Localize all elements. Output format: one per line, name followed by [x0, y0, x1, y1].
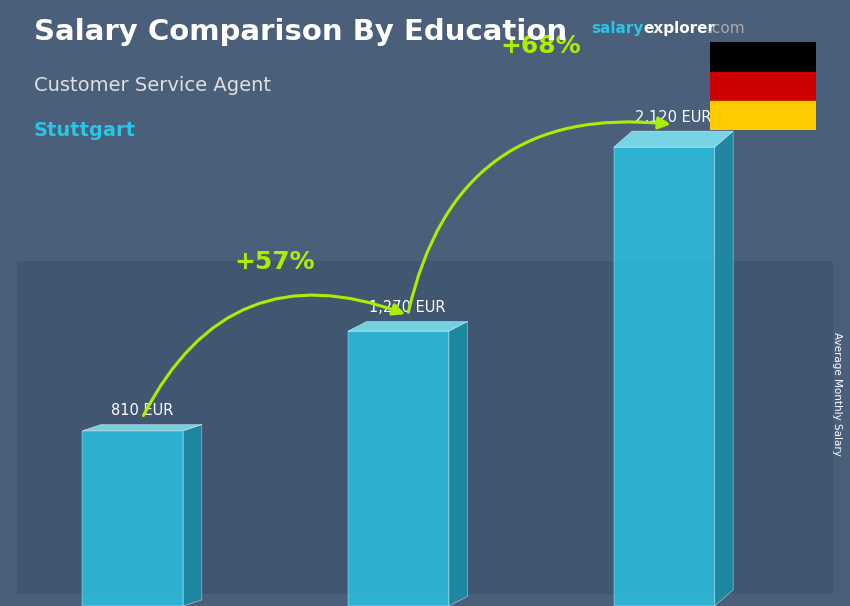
Polygon shape — [614, 147, 715, 606]
Polygon shape — [614, 131, 733, 147]
Text: 1,270 EUR: 1,270 EUR — [370, 300, 446, 315]
Polygon shape — [184, 425, 202, 606]
Polygon shape — [715, 131, 733, 606]
Polygon shape — [82, 431, 184, 606]
Text: 810 EUR: 810 EUR — [110, 403, 173, 418]
Text: +68%: +68% — [501, 34, 581, 58]
Text: Stuttgart: Stuttgart — [34, 121, 136, 140]
FancyArrowPatch shape — [144, 295, 402, 416]
Text: Average Monthly Salary: Average Monthly Salary — [832, 332, 842, 456]
Text: Salary Comparison By Education: Salary Comparison By Education — [34, 18, 567, 46]
Text: +57%: +57% — [235, 250, 315, 275]
Text: .com: .com — [707, 21, 745, 36]
Polygon shape — [348, 331, 449, 606]
FancyArrowPatch shape — [408, 118, 667, 312]
Polygon shape — [348, 322, 468, 331]
Bar — [710, 42, 816, 72]
Polygon shape — [449, 322, 468, 606]
Text: Customer Service Agent: Customer Service Agent — [34, 76, 271, 95]
Text: 2,120 EUR: 2,120 EUR — [635, 110, 711, 125]
Bar — [710, 72, 816, 101]
Text: salary: salary — [591, 21, 643, 36]
Polygon shape — [82, 425, 202, 431]
Text: explorer: explorer — [643, 21, 716, 36]
Bar — [710, 101, 816, 130]
